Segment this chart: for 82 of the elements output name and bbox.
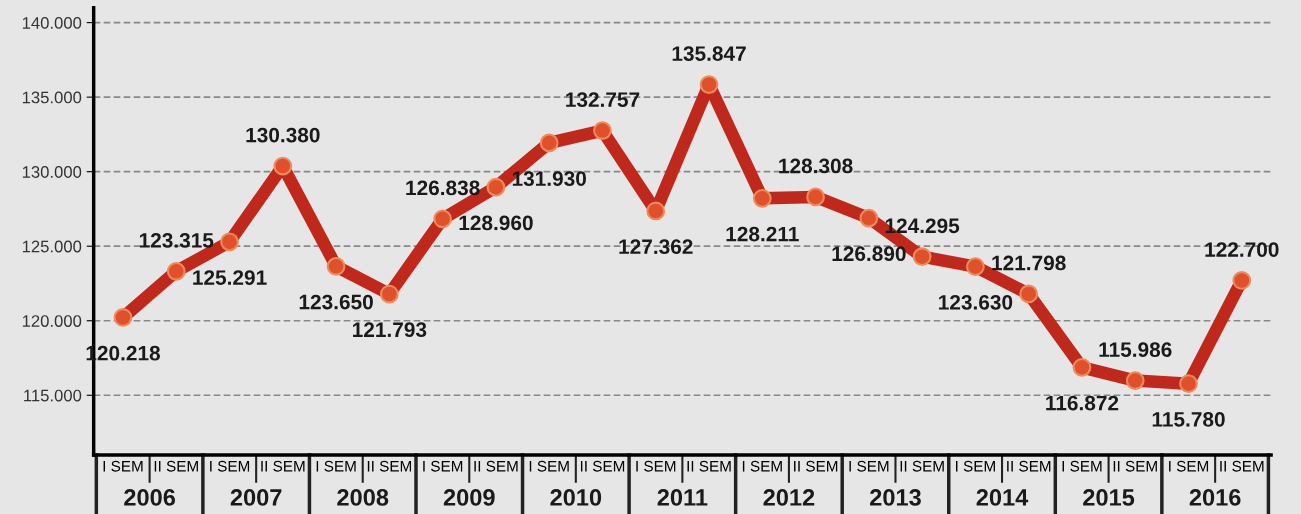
x-tick-label: I SEM <box>636 460 676 472</box>
data-label: 115.986 <box>1099 342 1172 358</box>
data-label: 122.700 <box>1205 242 1279 257</box>
point <box>326 256 346 276</box>
y-tick-label: 115.000 <box>24 389 82 402</box>
point <box>1232 271 1252 290</box>
data-label: 124.295 <box>885 218 960 234</box>
data-label: 123.315 <box>139 233 214 248</box>
point <box>699 75 719 94</box>
data-label: 125.291 <box>193 270 267 285</box>
data-label: 121.793 <box>353 322 427 338</box>
data-label: 115.780 <box>1152 411 1225 427</box>
x-tick-label: I SEM <box>529 460 569 472</box>
x-tick-label: I SEM <box>103 460 143 472</box>
text: 2006 <box>124 489 176 506</box>
data-label: 131.930 <box>512 171 586 187</box>
text: 2015 <box>1083 489 1135 506</box>
point <box>273 156 293 176</box>
text: 2011 <box>657 489 708 506</box>
data-label: 123.650 <box>299 294 373 310</box>
x-tick-label: II SEM <box>261 460 305 472</box>
text: 2010 <box>550 489 602 506</box>
text: 2013 <box>870 489 921 506</box>
x-tick-label: II SEM <box>900 460 944 472</box>
point <box>1019 284 1039 304</box>
data-label: 130.380 <box>246 127 320 143</box>
point <box>1125 371 1145 390</box>
y-tick-label: 120.000 <box>22 315 82 327</box>
x-tick-label: I SEM <box>956 460 995 472</box>
data-label: 126.890 <box>832 246 906 262</box>
x-tick-label: II SEM <box>580 460 625 472</box>
data-label: 128.960 <box>459 215 533 231</box>
y-tick-label: 140.000 <box>22 17 82 29</box>
point <box>752 188 772 208</box>
point <box>1072 357 1092 377</box>
data-label: 132.757 <box>566 92 640 108</box>
x-tick-label: II SEM <box>794 460 838 472</box>
x-tick-label: I SEM <box>423 460 463 472</box>
x-tick-label: II SEM <box>154 460 198 472</box>
y-tick-label: 130.000 <box>22 166 82 178</box>
x-tick-label: II SEM <box>367 460 412 472</box>
point <box>646 201 666 221</box>
point <box>1179 374 1198 394</box>
x-tick-label: I SEM <box>1169 460 1209 472</box>
x-tick-label: I SEM <box>210 460 250 472</box>
data-label: 128.308 <box>779 158 853 174</box>
data-label: 121.798 <box>992 255 1066 271</box>
point <box>593 121 612 140</box>
point <box>379 284 399 304</box>
point <box>486 177 506 197</box>
data-label: 128.211 <box>726 226 799 242</box>
x-tick-label: II SEM <box>1113 460 1157 472</box>
x-tick-label: I SEM <box>849 460 889 472</box>
point <box>806 187 825 207</box>
data-label: 126.838 <box>406 180 480 196</box>
text: 2008 <box>337 489 389 506</box>
point <box>859 208 879 228</box>
x-tick-label: II SEM <box>1007 460 1051 472</box>
text: 2009 <box>443 489 495 506</box>
point <box>539 133 559 153</box>
x-tick-label: I SEM <box>1062 460 1102 472</box>
y-tick-label: 125.000 <box>22 240 82 253</box>
x-tick-label: II SEM <box>687 460 731 472</box>
text: 2012 <box>763 489 815 506</box>
point <box>433 209 453 229</box>
point <box>113 308 133 327</box>
data-label: 135.847 <box>672 46 746 61</box>
y-tick-label: 135.000 <box>22 91 82 104</box>
text: 2016 <box>1189 489 1241 506</box>
x-tick-label: I SEM <box>742 460 782 472</box>
point <box>912 247 932 267</box>
data-label: 127.362 <box>619 239 693 255</box>
point <box>966 257 985 276</box>
x-tick-label: I SEM <box>316 460 356 472</box>
text: 2007 <box>230 489 282 506</box>
x-tick-label: II SEM <box>474 460 518 472</box>
point <box>220 232 239 252</box>
data-label: 116.872 <box>1046 395 1119 411</box>
text: 2014 <box>976 489 1029 506</box>
x-tick-label: II SEM <box>1220 460 1264 472</box>
data-label: 123.630 <box>939 294 1013 310</box>
point <box>166 261 186 281</box>
